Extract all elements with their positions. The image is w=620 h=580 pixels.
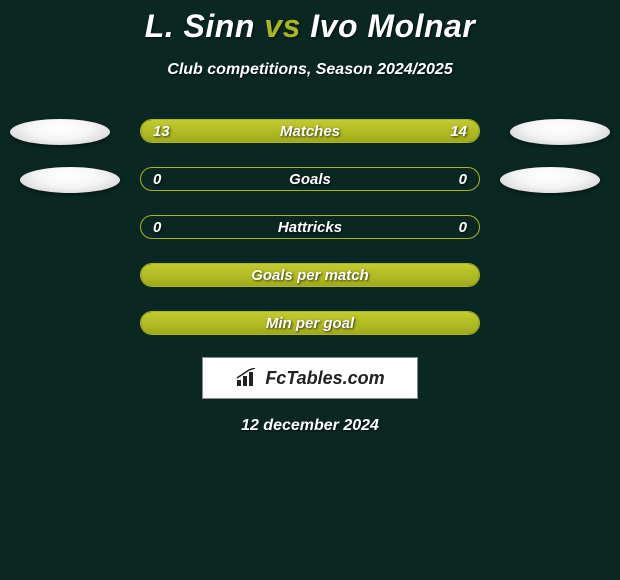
player2-badge-ellipse [510,119,610,145]
source-logo: FcTables.com [202,357,418,399]
logo-text: FcTables.com [265,368,384,389]
stat-value-right: 14 [450,123,467,140]
stat-value-right: 0 [459,219,467,236]
comparison-infographic: L. Sinn vs Ivo Molnar Club competitions,… [0,0,620,580]
stat-bar: Goals per match [140,263,480,287]
stat-row-min-per-goal: Min per goal [0,311,620,337]
stat-label: Goals [141,171,479,188]
player1-badge-ellipse [10,119,110,145]
player1-name: L. Sinn [145,8,255,44]
stat-row-goals-per-match: Goals per match [0,263,620,289]
player2-name: Ivo Molnar [310,8,475,44]
date-text: 12 december 2024 [0,417,620,435]
stat-label: Hattricks [141,219,479,236]
bar-chart-icon [235,368,259,388]
stat-bar: Min per goal [140,311,480,335]
stat-rows: 13 Matches 14 0 Goals 0 0 H [0,119,620,337]
stat-bar: 13 Matches 14 [140,119,480,143]
player1-badge-ellipse [20,167,120,193]
stat-bar: 0 Hattricks 0 [140,215,480,239]
stat-row-goals: 0 Goals 0 [0,167,620,193]
stat-label: Min per goal [141,315,479,332]
player2-badge-ellipse [500,167,600,193]
vs-text: vs [264,8,301,44]
stat-label: Goals per match [141,267,479,284]
stat-row-hattricks: 0 Hattricks 0 [0,215,620,241]
stat-value-right: 0 [459,171,467,188]
page-title: L. Sinn vs Ivo Molnar [0,0,620,45]
subtitle: Club competitions, Season 2024/2025 [0,61,620,79]
stat-bar: 0 Goals 0 [140,167,480,191]
stat-row-matches: 13 Matches 14 [0,119,620,145]
stat-label: Matches [141,123,479,140]
